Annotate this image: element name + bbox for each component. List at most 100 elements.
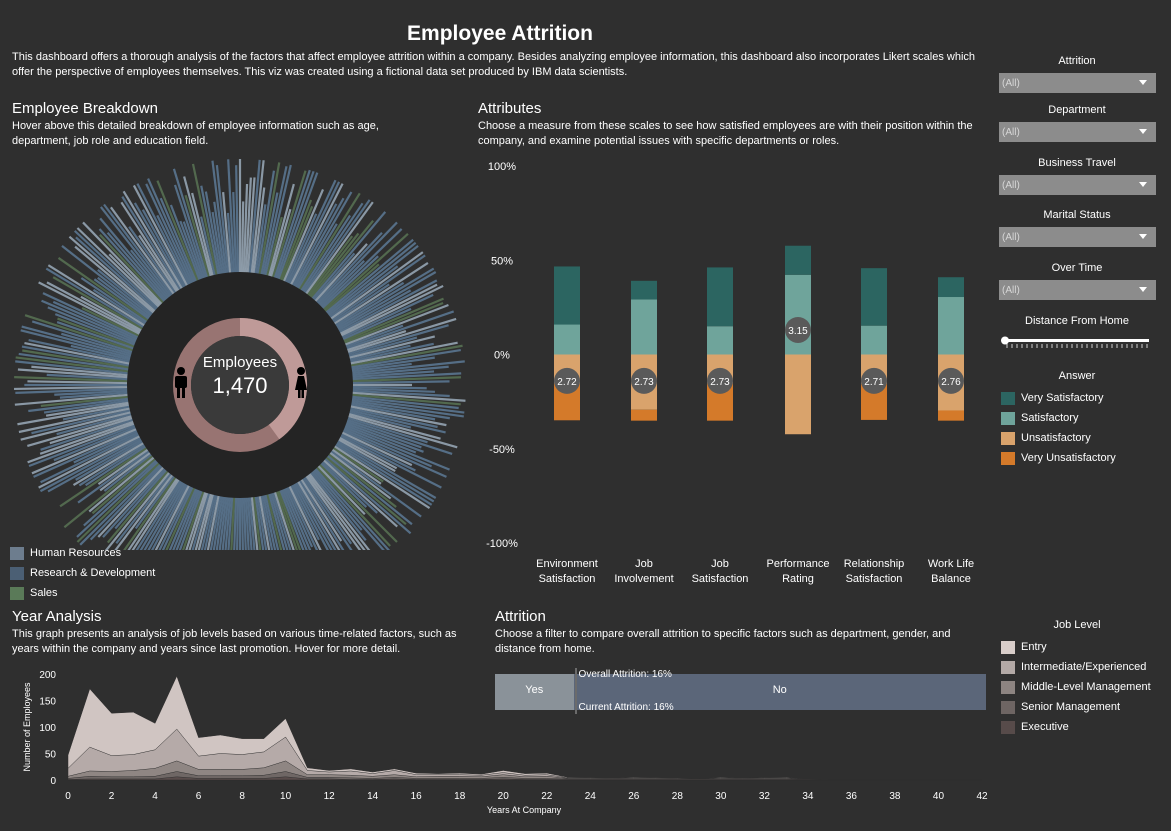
radial-bar[interactable] xyxy=(348,409,446,434)
gender-donut-female[interactable] xyxy=(239,318,307,440)
radial-bar[interactable] xyxy=(325,238,414,314)
radial-bar[interactable] xyxy=(120,479,182,550)
radial-bar[interactable] xyxy=(351,395,459,410)
radial-bar[interactable] xyxy=(61,332,133,356)
radial-bar[interactable] xyxy=(106,470,169,544)
radial-bar[interactable] xyxy=(38,434,141,489)
radial-bar[interactable] xyxy=(191,163,218,276)
radial-bar[interactable] xyxy=(295,481,349,550)
radial-bar[interactable] xyxy=(46,281,142,334)
radial-bar[interactable] xyxy=(343,301,444,345)
radial-bar[interactable] xyxy=(18,352,130,371)
radial-bar[interactable] xyxy=(24,314,134,352)
radial-bar[interactable] xyxy=(242,496,247,550)
radial-bar[interactable] xyxy=(102,467,166,538)
likert-bar[interactable] xyxy=(707,326,733,355)
radial-bar[interactable] xyxy=(258,495,274,550)
radial-bar[interactable] xyxy=(242,183,249,274)
radial-bar[interactable] xyxy=(341,307,412,341)
radial-bar[interactable] xyxy=(338,279,438,334)
radial-bar[interactable] xyxy=(33,429,139,478)
radial-bar[interactable] xyxy=(155,488,200,550)
radial-bar[interactable] xyxy=(350,348,461,369)
radial-bar[interactable] xyxy=(63,454,154,529)
radial-bar[interactable] xyxy=(345,420,422,449)
radial-bar[interactable] xyxy=(76,227,161,308)
radial-bar[interactable] xyxy=(128,226,177,294)
radial-bar[interactable] xyxy=(351,385,427,390)
radial-bar[interactable] xyxy=(326,454,413,526)
radial-bar[interactable] xyxy=(271,170,307,279)
radial-bar[interactable] xyxy=(258,162,281,275)
radial-bar[interactable] xyxy=(351,360,465,375)
radial-bar[interactable] xyxy=(293,482,341,550)
answer-legend-item[interactable]: Satisfactory xyxy=(1001,408,1116,428)
radial-bar[interactable] xyxy=(233,496,238,550)
radial-bar[interactable] xyxy=(296,480,357,550)
radial-bar[interactable] xyxy=(351,389,450,398)
radial-bar[interactable] xyxy=(256,495,274,550)
radial-bar[interactable] xyxy=(110,206,176,296)
radial-bar[interactable] xyxy=(350,356,435,371)
likert-average-marker[interactable] xyxy=(861,367,887,394)
radial-bar[interactable] xyxy=(349,342,434,363)
radial-bar[interactable] xyxy=(288,485,322,550)
likert-bar[interactable] xyxy=(938,297,964,355)
radial-bar[interactable] xyxy=(348,344,411,361)
radial-bar[interactable] xyxy=(277,489,305,550)
radial-bar[interactable] xyxy=(246,496,254,550)
radial-bar[interactable] xyxy=(39,436,142,493)
radial-bar[interactable] xyxy=(336,271,437,330)
radial-bar[interactable] xyxy=(252,496,266,550)
radial-bar[interactable] xyxy=(321,460,378,514)
radial-bar[interactable] xyxy=(15,387,129,394)
radial-bar[interactable] xyxy=(271,491,293,550)
radial-bar[interactable] xyxy=(157,485,192,550)
filter-select-4[interactable]: (All) xyxy=(999,280,1156,300)
radial-bar[interactable] xyxy=(350,401,450,420)
likert-average-marker[interactable] xyxy=(785,316,811,343)
radial-bar[interactable] xyxy=(183,176,213,278)
radial-bar[interactable] xyxy=(341,429,447,478)
radial-bar[interactable] xyxy=(27,414,133,448)
radial-bar[interactable] xyxy=(326,241,417,316)
radial-bar[interactable] xyxy=(337,289,412,332)
radial-bar[interactable] xyxy=(275,170,315,280)
radial-bar[interactable] xyxy=(306,235,354,297)
radial-bar[interactable] xyxy=(266,216,283,277)
radial-bar[interactable] xyxy=(343,425,450,471)
radial-bar[interactable] xyxy=(279,489,317,550)
radial-bar[interactable] xyxy=(280,205,314,282)
chevron-down-icon[interactable] xyxy=(1139,182,1147,187)
radial-bar[interactable] xyxy=(329,251,424,321)
radial-bar[interactable] xyxy=(303,476,353,545)
radial-bar[interactable] xyxy=(31,365,129,377)
radial-bar[interactable] xyxy=(264,493,282,550)
radial-bar[interactable] xyxy=(264,164,292,277)
radial-bar[interactable] xyxy=(244,496,252,550)
answer-legend-item[interactable]: Very Satisfactory xyxy=(1001,388,1116,408)
radial-bar[interactable] xyxy=(252,187,266,274)
radial-bar[interactable] xyxy=(76,460,159,538)
radial-bar[interactable] xyxy=(303,199,371,294)
radial-bars[interactable] xyxy=(14,159,466,550)
radial-bar[interactable] xyxy=(235,165,240,274)
radial-bar[interactable] xyxy=(250,496,263,550)
radial-bar[interactable] xyxy=(312,252,356,302)
radial-bar[interactable] xyxy=(344,324,404,348)
radial-bar[interactable] xyxy=(301,477,361,550)
radial-bar[interactable] xyxy=(28,397,129,413)
radial-bar[interactable] xyxy=(181,492,211,550)
radial-bar[interactable] xyxy=(254,204,267,275)
radial-bar[interactable] xyxy=(47,306,137,345)
radial-bar[interactable] xyxy=(328,451,392,500)
radial-bar[interactable] xyxy=(204,191,222,275)
radial-bar[interactable] xyxy=(110,476,177,550)
radial-bar[interactable] xyxy=(256,170,276,275)
radial-bar[interactable] xyxy=(28,338,131,363)
radial-bar[interactable] xyxy=(175,489,201,550)
radial-bar[interactable] xyxy=(340,433,416,472)
radial-bar[interactable] xyxy=(222,192,232,274)
radial-bar[interactable] xyxy=(120,201,180,292)
